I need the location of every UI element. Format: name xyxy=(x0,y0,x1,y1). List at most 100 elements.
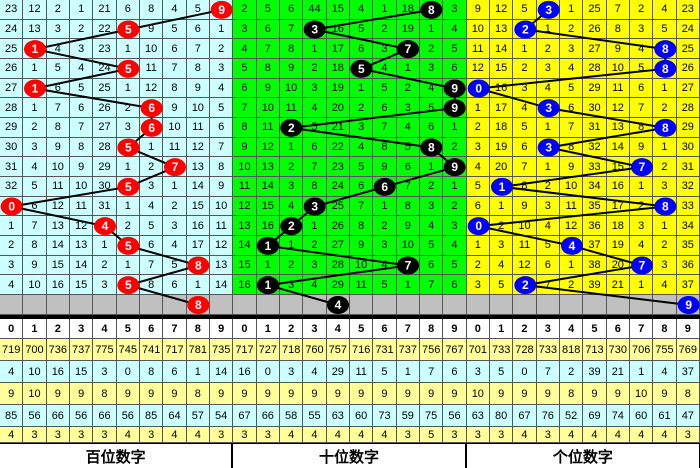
stat-cell: 67 xyxy=(513,405,537,427)
miss-cell: 2 xyxy=(443,196,467,217)
miss-cell: 11 xyxy=(279,98,304,118)
ball-cell xyxy=(186,255,210,276)
miss-cell: 12 xyxy=(70,216,94,236)
miss-cell: 6 xyxy=(629,78,654,99)
miss-cell: 31 xyxy=(583,118,607,138)
stat-cell: 9 xyxy=(163,383,187,405)
stat-cell: 9 xyxy=(349,383,374,405)
miss-cell: 11 xyxy=(163,137,187,158)
ball-cell xyxy=(513,19,537,40)
miss-cell: 6 xyxy=(303,137,327,158)
miss-cell: 1 xyxy=(116,157,140,177)
miss-cell: 16 xyxy=(256,216,280,236)
ball-cell xyxy=(419,137,444,158)
miss-cell: 14 xyxy=(606,137,630,158)
next-row-cell xyxy=(443,295,467,315)
miss-cell: 8 xyxy=(233,118,257,138)
miss-cell: 22 xyxy=(326,137,350,158)
stat-cell: 8 xyxy=(93,383,117,405)
miss-cell: 4 xyxy=(629,236,654,256)
miss-cell: 6 xyxy=(186,19,210,40)
miss-cell: 10 xyxy=(396,236,420,256)
miss-cell: 4 xyxy=(396,118,420,138)
miss-cell: 5 xyxy=(256,0,280,20)
miss-cell: 33 xyxy=(583,157,607,177)
miss-cell: 27 xyxy=(93,118,117,138)
miss-cell: 27 xyxy=(583,39,607,59)
stat-cell: 10 xyxy=(23,361,47,383)
next-row-cell xyxy=(466,295,490,315)
miss-cell: 1 xyxy=(373,0,397,20)
miss-cell: 11 xyxy=(186,118,210,138)
miss-cell: 1 xyxy=(419,157,444,177)
miss-cell: 1 xyxy=(536,118,560,138)
stat-cell: 0 xyxy=(256,361,280,383)
miss-cell: 5 xyxy=(46,59,70,79)
digit-header: 2 xyxy=(279,319,304,339)
miss-cell: 28 xyxy=(583,59,607,79)
miss-cell: 2 xyxy=(46,0,70,20)
miss-cell: 3 xyxy=(653,177,677,197)
miss-cell: 8 xyxy=(256,59,280,79)
miss-cell: 7 xyxy=(373,118,397,138)
miss-cell: 6 xyxy=(349,177,374,197)
ball-cell xyxy=(140,98,164,118)
stat-cell: 9 xyxy=(606,383,630,405)
stat-cell: 4 xyxy=(513,427,537,443)
miss-cell: 1 xyxy=(466,236,490,256)
miss-cell: 3 xyxy=(419,59,444,79)
miss-cell: 1 xyxy=(629,177,654,197)
miss-cell: 9 xyxy=(396,216,420,236)
miss-cell: 2 xyxy=(443,137,467,158)
miss-cell: 10 xyxy=(23,275,47,295)
miss-cell: 1 xyxy=(70,0,94,20)
ball-cell xyxy=(116,19,140,40)
stat-cell: 80 xyxy=(489,405,514,427)
miss-cell: 5 xyxy=(443,39,467,59)
stat-cell: 8 xyxy=(186,383,210,405)
digit-header: 0 xyxy=(233,319,257,339)
stat-cell: 57 xyxy=(186,405,210,427)
stat-cell: 76 xyxy=(536,405,560,427)
miss-cell: 5 xyxy=(186,0,210,20)
stat-cell: 60 xyxy=(629,405,654,427)
miss-cell: 11 xyxy=(70,196,94,217)
miss-cell: 7 xyxy=(279,19,304,40)
miss-cell: 3 xyxy=(396,98,420,118)
stat-cell: 9 xyxy=(46,383,70,405)
miss-cell: 2 xyxy=(629,0,654,20)
miss-cell: 8 xyxy=(629,118,654,138)
miss-cell: 3 xyxy=(116,118,140,138)
miss-cell: 5 xyxy=(443,255,467,276)
miss-cell: 30 xyxy=(0,137,24,158)
miss-cell: 5 xyxy=(163,19,187,40)
stat-cell: 73 xyxy=(373,405,397,427)
miss-cell: 2 xyxy=(536,39,560,59)
miss-cell: 2 xyxy=(419,177,444,197)
miss-cell: 2 xyxy=(559,275,584,295)
ball-cell xyxy=(303,196,327,217)
miss-cell: 1 xyxy=(210,19,234,40)
miss-cell: 6 xyxy=(419,255,444,276)
miss-cell: 7 xyxy=(233,98,257,118)
miss-cell: 3 xyxy=(443,216,467,236)
miss-cell: 5 xyxy=(349,19,374,40)
ball-cell xyxy=(396,255,420,276)
miss-cell: 2 xyxy=(653,157,677,177)
stat-cell: 741 xyxy=(140,339,164,361)
stat-cell: 9 xyxy=(116,383,140,405)
stat-cell: 1 xyxy=(396,361,420,383)
panel-label: 十位数字 xyxy=(233,444,465,468)
ball-cell xyxy=(210,0,234,20)
miss-cell: 28 xyxy=(326,255,350,276)
stat-cell: 9 xyxy=(326,383,350,405)
stat-cell: 727 xyxy=(256,339,280,361)
miss-cell: 7 xyxy=(559,118,584,138)
miss-cell: 2 xyxy=(373,19,397,40)
miss-cell: 10 xyxy=(606,59,630,79)
stat-cell: 4 xyxy=(0,361,24,383)
digit-header: 6 xyxy=(140,319,164,339)
miss-cell: 7 xyxy=(606,0,630,20)
miss-cell: 10 xyxy=(186,98,210,118)
miss-cell: 18 xyxy=(326,59,350,79)
